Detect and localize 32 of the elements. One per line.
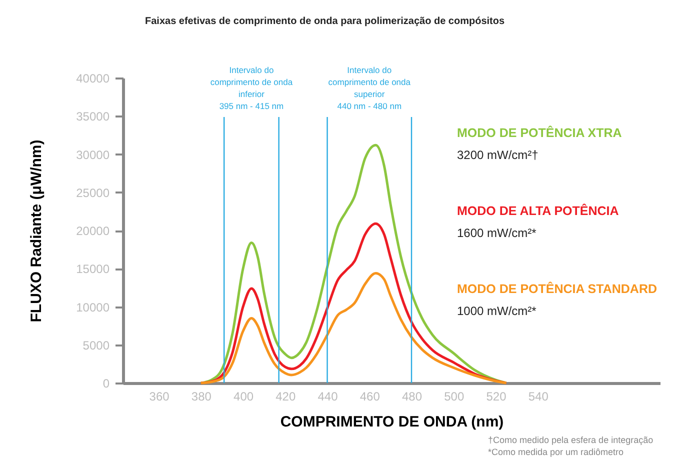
x-tick-label: 360 [149,390,170,404]
annotation: Intervalo do comprimento de onda superior 440 nm - 480 nm [328,65,411,111]
y-tick-label: 35000 [76,110,110,124]
x-tick-label: 500 [444,390,464,404]
y-tick-label: 40000 [76,72,110,86]
y-tick-label: 25000 [76,186,110,200]
x-tick-label: 420 [276,390,296,404]
x-tick-label: 540 [528,390,549,404]
annotation: Intervalo do comprimento de onda inferior 395 nm - 415 nm [210,65,293,111]
annotation: 3200 mW/cm²† [457,148,538,162]
text: *Como medida por um radiômetro [488,447,624,457]
annotation: 1000 mW/cm²* [457,304,537,318]
y-tick-label: 5000 [82,338,110,352]
y-tick-label: 10000 [76,300,110,314]
x-tick-label: 380 [191,390,212,404]
x-tick-label: 460 [360,390,380,404]
x-axis-title: COMPRIMENTO DE ONDA (nm) [280,414,504,430]
x-tick-label: 520 [486,390,507,404]
text: MODO DE POTÊNCIA STANDARD [457,281,657,296]
text: †Como medido pela esfera de integração [488,435,654,445]
annotation: 1600 mW/cm²* [457,226,537,240]
chart-title: Faixas efetivas de comprimento de onda para polimerização de compósitos [145,16,505,27]
text: MODO DE ALTA POTÊNCIA [457,203,619,218]
x-tick-label: 480 [402,390,422,404]
text: MODO DE POTÊNCIA XTRA [457,125,622,140]
y-tick-label: 0 [102,376,110,390]
y-axis-title: FLUXO Radiante (μW/nm) [28,140,46,322]
y-tick-label: 15000 [76,262,110,276]
y-tick-label: 20000 [76,224,110,238]
x-tick-label: 400 [234,390,254,404]
y-tick-label: 30000 [76,148,110,162]
x-tick-label: 440 [318,390,338,404]
